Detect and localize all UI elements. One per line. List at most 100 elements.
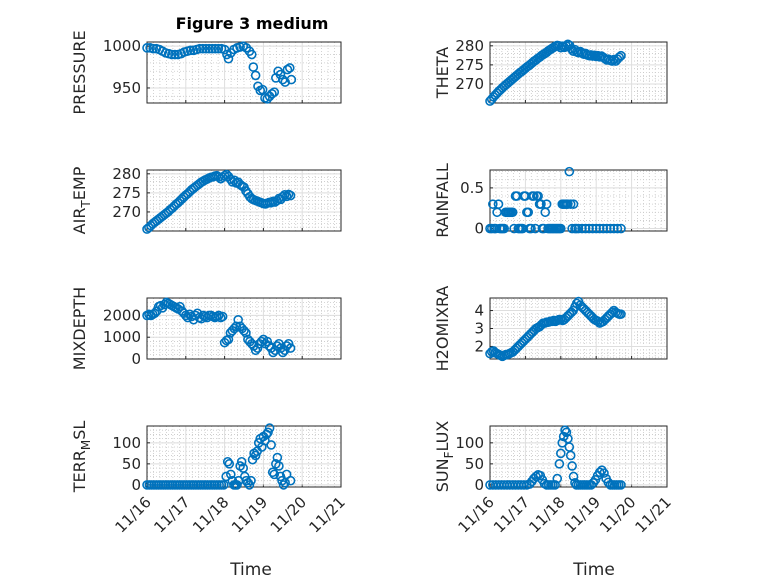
data-point — [217, 311, 228, 322]
data-point — [609, 54, 619, 65]
y-tick-label: 1000 — [103, 328, 141, 346]
data-point — [142, 43, 152, 53]
data-point — [285, 475, 296, 486]
data-point — [219, 480, 229, 490]
data-point — [231, 321, 242, 332]
y-axis-label: PRESSURE — [70, 30, 89, 114]
data-point — [587, 223, 598, 234]
data-point — [266, 197, 276, 208]
data-point — [246, 475, 256, 486]
y-tick-label: 950 — [112, 79, 141, 97]
y-tick-label: 0 — [474, 476, 484, 494]
x-tick-label: 11/19 — [228, 493, 271, 536]
y-axis-label: RAINFALL — [433, 163, 452, 238]
data-point — [594, 467, 605, 478]
data-point — [207, 43, 217, 54]
data-point — [246, 49, 257, 60]
data-point — [594, 223, 605, 234]
data-point — [213, 310, 224, 321]
data-point — [507, 207, 518, 218]
data-point — [554, 459, 565, 469]
data-point — [223, 334, 234, 345]
y-tick-label: 280 — [455, 37, 484, 55]
data-point — [170, 49, 180, 60]
data-point — [280, 77, 290, 87]
y-tick-label: 0 — [131, 476, 141, 494]
y-tick-label: 4 — [474, 302, 484, 320]
x-tick-label: 11/16 — [455, 493, 498, 536]
data-point — [148, 43, 159, 54]
y-tick-label: 275 — [455, 56, 484, 74]
data-point — [555, 223, 566, 234]
data-point — [563, 199, 573, 209]
x-tick-label: 11/21 — [306, 493, 349, 536]
data-point — [167, 49, 177, 60]
y-tick-label: 2000 — [103, 306, 141, 324]
y-tick-label: 100 — [112, 434, 141, 452]
data-point — [278, 480, 289, 490]
data-point — [224, 459, 235, 469]
y-axis-label: MIXDEPTH — [70, 287, 89, 370]
data-point — [605, 223, 616, 234]
data-point — [250, 450, 261, 461]
data-point — [616, 223, 626, 234]
x-tick-label: 11/17 — [490, 493, 533, 536]
data-point — [232, 480, 242, 490]
x-tick-label: 11/19 — [561, 493, 604, 536]
y-axis-label: TERRMSL — [70, 421, 93, 494]
data-point — [283, 338, 294, 349]
data-point — [274, 461, 284, 471]
y-tick-label: 50 — [465, 455, 484, 473]
subplot-5: 0 1000 2000 MIXDEPTH — [70, 287, 342, 370]
y-tick-label: 50 — [122, 455, 141, 473]
data-point — [257, 84, 268, 95]
data-point — [616, 309, 626, 319]
data-point — [616, 50, 626, 61]
data-point — [263, 427, 273, 438]
y-tick-label: 0 — [131, 350, 141, 368]
data-point — [591, 223, 602, 234]
data-point — [275, 69, 286, 80]
data-point — [285, 343, 296, 353]
x-tick-label: 11/20 — [267, 493, 310, 536]
data-point — [241, 328, 251, 338]
data-point — [567, 223, 577, 234]
data-point — [614, 52, 625, 63]
figure-title: Figure 3 medium — [176, 14, 329, 33]
data-point — [526, 223, 536, 234]
data-point — [555, 448, 566, 459]
data-point — [599, 468, 609, 478]
data-point — [529, 191, 539, 201]
data-point — [488, 199, 498, 209]
data-point — [223, 53, 234, 64]
data-point — [499, 223, 509, 234]
data-point — [550, 480, 560, 490]
data-point — [561, 427, 572, 438]
data-point — [598, 223, 609, 234]
data-point — [523, 207, 534, 218]
data-point — [269, 469, 280, 480]
data-point — [181, 310, 191, 321]
data-point — [250, 70, 261, 81]
data-point — [226, 469, 236, 480]
x-axis-label-right: Time — [572, 560, 615, 580]
data-point — [519, 480, 529, 490]
data-point — [573, 223, 584, 234]
data-point — [493, 199, 504, 209]
data-point — [185, 45, 196, 56]
data-point — [612, 223, 623, 234]
x-tick-label: 11/21 — [632, 493, 675, 536]
data-point — [607, 56, 617, 66]
axes-frame — [146, 169, 342, 232]
data-point — [602, 223, 612, 234]
y-tick-label: 3 — [474, 320, 484, 338]
data-point — [213, 43, 224, 54]
x-tick-label: 11/20 — [596, 493, 639, 536]
data-point — [269, 87, 280, 97]
data-point — [201, 43, 211, 54]
data-point — [567, 461, 577, 471]
data-point — [279, 189, 290, 200]
